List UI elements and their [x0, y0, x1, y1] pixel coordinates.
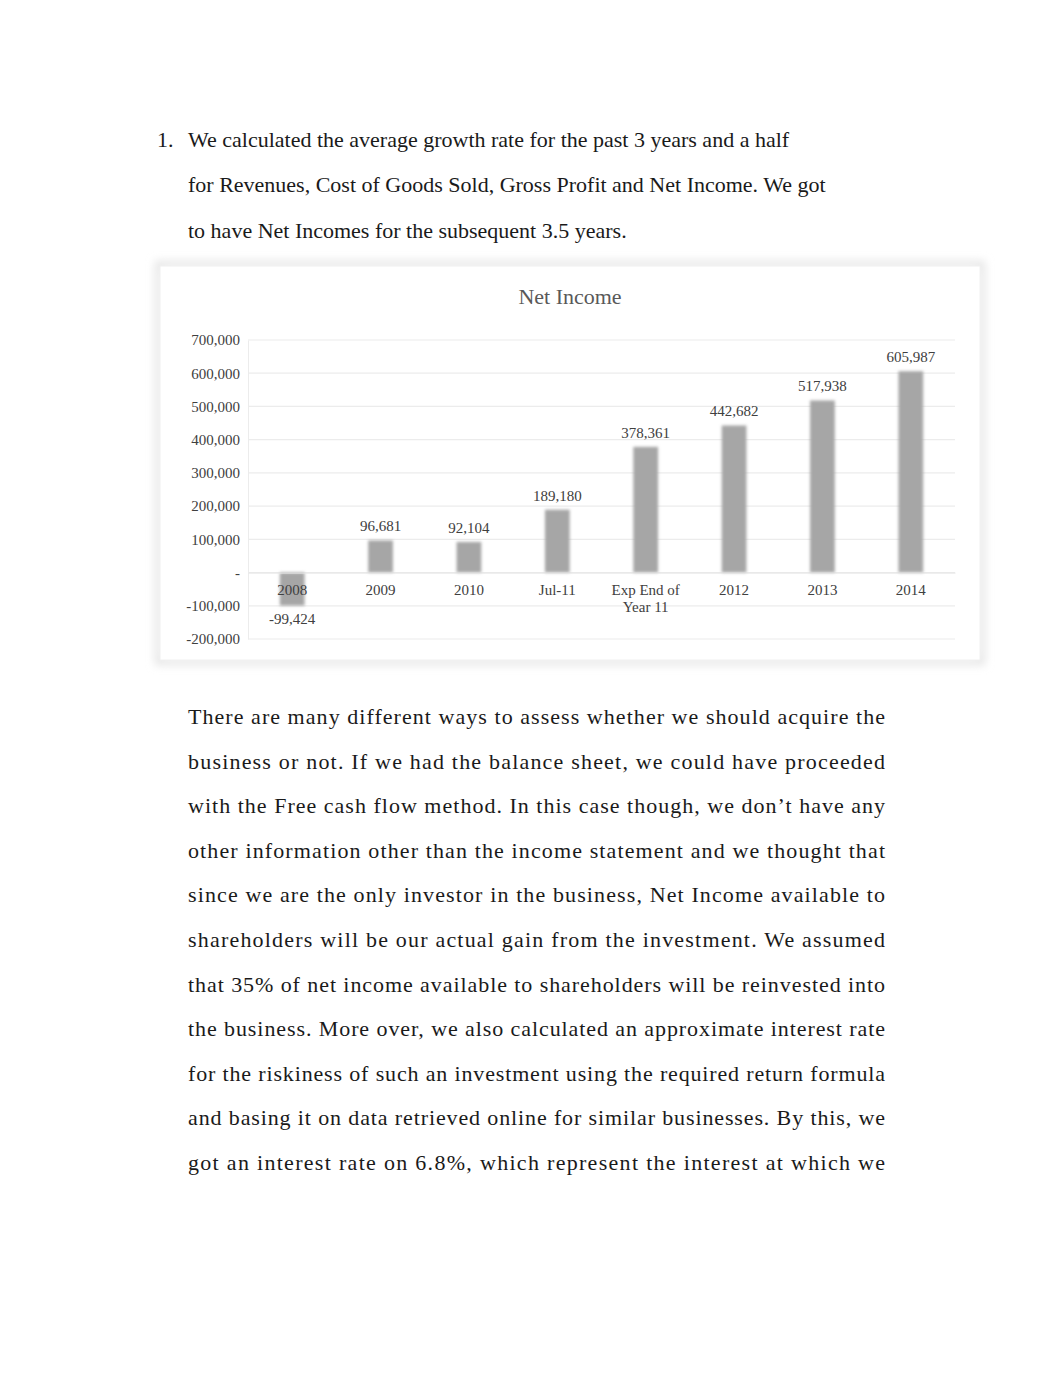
- paragraph-line: other information other than the income …: [188, 838, 885, 863]
- paragraph-line: for Revenues, Cost of Goods Sold, Gross …: [188, 172, 826, 197]
- chart: -200,000-100,000-100,000200,000300,00040…: [186, 332, 955, 647]
- chart-shadow: [158, 264, 982, 662]
- y-tick: 200,000: [191, 498, 248, 514]
- bar: [810, 400, 835, 572]
- x-tick-label: Exp End ofYear 11: [612, 582, 680, 615]
- y-tick-label: 200,000: [191, 498, 240, 514]
- data-label: 605,987: [886, 349, 935, 365]
- data-label: -99,424: [269, 611, 316, 627]
- y-tick-label: -: [235, 565, 240, 581]
- y-tick-label: -100,000: [186, 598, 240, 614]
- x-tick: 2010: [454, 573, 484, 599]
- x-tick: Jul-11: [539, 573, 576, 599]
- paragraph-line: for the riskiness of such an investment …: [188, 1061, 885, 1086]
- chart-frame: [160, 266, 980, 660]
- y-tick: 300,000: [191, 465, 248, 481]
- y-axis-line: [248, 341, 249, 640]
- paragraph-line: to have Net Incomes for the subsequent 3…: [188, 218, 627, 243]
- x-tick-label: 2009: [366, 582, 396, 598]
- grid-line: [248, 572, 955, 573]
- y-axis: -200,000-100,000-100,000200,000300,00040…: [186, 332, 248, 647]
- x-tick-label: 2013: [807, 582, 837, 598]
- x-tick: 2014: [896, 573, 927, 599]
- paragraph-line: the business. More over, we also calcula…: [188, 1016, 885, 1041]
- grid-line: [248, 339, 955, 340]
- y-tick: -200,000: [186, 631, 248, 647]
- y-tick-label: -200,000: [186, 631, 240, 647]
- y-tick-label: 100,000: [191, 532, 240, 548]
- paragraph-line: shareholders will be our actual gain fro…: [188, 927, 885, 952]
- grid-line: [248, 506, 955, 507]
- data-label: 378,361: [621, 425, 670, 441]
- grid-line: [248, 373, 955, 374]
- y-tick: 100,000: [191, 532, 248, 548]
- grid-line: [248, 439, 955, 440]
- chart-title: Net Income: [518, 284, 621, 309]
- y-tick-label: 400,000: [191, 432, 240, 448]
- paragraph-line: We calculated the average growth rate fo…: [188, 127, 790, 152]
- bar: [898, 371, 923, 572]
- data-label: 517,938: [798, 378, 847, 394]
- grid-line: [248, 605, 955, 606]
- paragraph-line: since we are the only investor in the bu…: [188, 882, 885, 907]
- x-tick: 2012: [719, 573, 749, 599]
- bar: [457, 542, 482, 573]
- y-tick: -: [235, 565, 248, 581]
- x-tick-label: Jul-11: [539, 582, 576, 598]
- x-tick: 2008: [277, 573, 307, 599]
- paragraph-line: There are many different ways to assess …: [188, 704, 885, 729]
- y-tick-label: 500,000: [191, 399, 240, 415]
- y-tick: 700,000: [191, 332, 248, 348]
- data-label: 92,104: [448, 520, 490, 536]
- grid-line: [248, 638, 955, 639]
- x-tick: 2009: [366, 573, 396, 599]
- y-tick-label: 700,000: [191, 332, 240, 348]
- x-axis-line: [249, 573, 956, 574]
- grid-line: [248, 406, 955, 407]
- x-tick-label: 2010: [454, 582, 484, 598]
- data-labels: -99,424 96,681 92,104 189,180 378,361 442,682…: [269, 349, 936, 626]
- bar: [368, 540, 393, 572]
- x-tick-label: 2014: [896, 582, 927, 598]
- x-tick-label: 2012: [719, 582, 749, 598]
- y-tick-label: 300,000: [191, 465, 240, 481]
- y-tick: 500,000: [191, 399, 248, 415]
- paragraph-line: and basing it on data retrieved online f…: [188, 1105, 885, 1130]
- data-label: 96,681: [360, 518, 401, 534]
- paragraph-line: business or not. If we had the balance s…: [188, 749, 885, 774]
- paragraph-line: with the Free cash flow method. In this …: [188, 793, 885, 818]
- grid-line: [248, 539, 955, 540]
- paragraph-line: that 35% of net income available to shar…: [188, 972, 885, 997]
- paragraph-line: got an interest rate on 6.8%, which repr…: [188, 1150, 885, 1175]
- grid-line: [248, 472, 955, 473]
- data-label: 189,180: [533, 488, 582, 504]
- y-tick: -100,000: [186, 598, 248, 614]
- x-axis: 2008 2009 2010 Jul-11 Exp End ofYear 11 2012 2…: [249, 573, 956, 616]
- y-tick: 600,000: [191, 366, 248, 382]
- bar: [633, 447, 658, 573]
- x-tick: Exp End ofYear 11: [612, 573, 680, 616]
- bar: [545, 510, 570, 573]
- y-tick: 400,000: [191, 432, 248, 448]
- grid: [248, 340, 955, 639]
- x-tick: 2013: [807, 573, 837, 599]
- y-tick-label: 600,000: [191, 366, 240, 382]
- x-tick-label: 2008: [277, 582, 307, 598]
- page: 1. We calculated the average growth rate …: [0, 0, 1062, 1376]
- data-label: 442,682: [710, 403, 759, 419]
- bars: [280, 371, 923, 605]
- bar: [722, 425, 747, 572]
- list-number: 1.: [157, 127, 174, 152]
